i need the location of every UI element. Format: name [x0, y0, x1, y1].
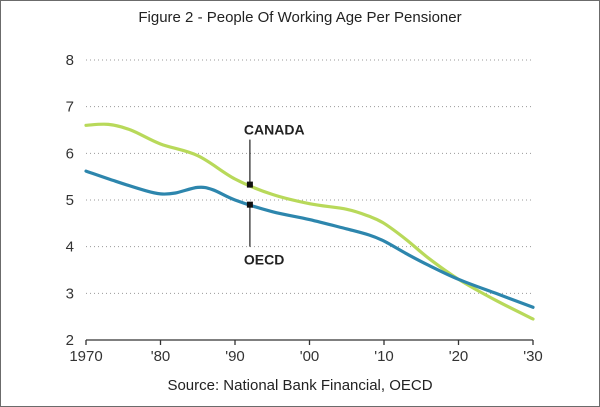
x-tick-label: '20	[449, 348, 469, 365]
y-tick-label: 6	[66, 145, 74, 162]
chart-source: Source: National Bank Financial, OECD	[167, 377, 433, 394]
x-tick-label: 1970	[69, 348, 102, 365]
y-tick-label: 2	[66, 332, 74, 349]
y-tick-label: 5	[66, 192, 74, 209]
y-tick-label: 8	[66, 52, 74, 69]
series-line-oecd	[84, 169, 535, 309]
chart-title: Figure 2 - People Of Working Age Per Pen…	[138, 9, 462, 26]
annotation-oecd: OECD	[244, 252, 284, 268]
grid	[86, 59, 533, 294]
axes: 2 3 4 5 6 7 8 1970 '80 '90 '00 '10 '20 '30	[66, 52, 543, 365]
x-tick-label: '90	[225, 348, 245, 365]
x-tick-label: '10	[374, 348, 394, 365]
y-tick-label: 3	[66, 285, 74, 302]
marker-canada	[246, 181, 253, 188]
y-tick-label: 7	[66, 99, 74, 116]
series	[84, 122, 535, 321]
y-tick-label: 4	[66, 239, 74, 256]
annotation-canada: CANADA	[244, 122, 305, 138]
series-line-canada	[84, 122, 535, 321]
x-tick-label: '00	[300, 348, 320, 365]
annotations: CANADA OECD	[244, 122, 305, 268]
marker-oecd	[246, 201, 253, 208]
x-tick-label: '80	[151, 348, 171, 365]
x-tick-label: '30	[523, 348, 543, 365]
